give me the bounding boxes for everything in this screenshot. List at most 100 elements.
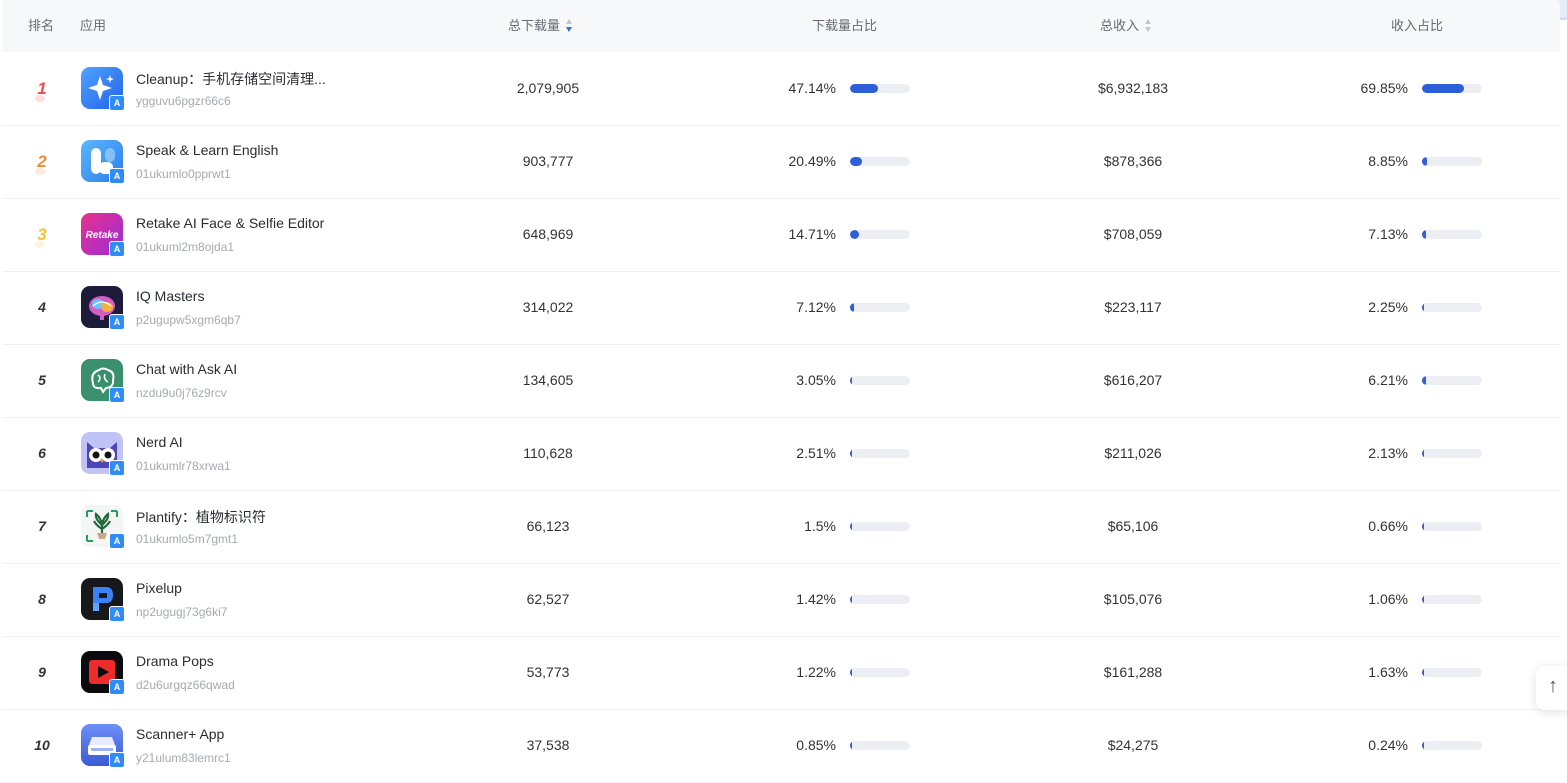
table-row[interactable]: 7 A Plantify：植物标识符 01ukumlo5m7gmt1 66,12… xyxy=(2,490,1560,564)
header-revenue[interactable]: 总收入 xyxy=(1100,0,1152,52)
app-name[interactable]: Retake AI Face & Selfie Editor xyxy=(136,215,325,231)
revenue-share-bar xyxy=(1422,230,1482,239)
revenue-share-fill xyxy=(1422,230,1427,239)
header-downloads[interactable]: 总下载量 xyxy=(508,0,573,52)
revenue-share-bar xyxy=(1422,522,1482,531)
rank-number: 6 xyxy=(38,445,46,461)
table-row[interactable]: 3 Retake A Retake AI Face & Selfie Edito… xyxy=(2,198,1560,272)
app-store-icon: A xyxy=(109,752,125,768)
table-row[interactable]: 5 A Chat with Ask AI nzdu9u0j76z9rcv 134… xyxy=(2,344,1560,418)
app-name[interactable]: Plantify：植物标识符 xyxy=(136,509,266,525)
revenue-value: $105,076 xyxy=(1103,591,1163,607)
download-share-bar xyxy=(850,449,910,458)
revenue-share-bar xyxy=(1422,741,1482,750)
app-id: ygguvu6pgzr66c6 xyxy=(136,94,231,108)
app-icon-wrapper[interactable]: Retake A xyxy=(81,213,125,257)
rank-badge: 4 xyxy=(32,271,52,344)
table-row[interactable]: 1 A Cleanup：手机存储空间清理... ygguvu6pgzr66c6 … xyxy=(2,52,1560,126)
download-share-fill xyxy=(850,157,863,166)
plant-icon[interactable] xyxy=(81,505,123,547)
download-share-fill xyxy=(850,230,859,239)
rank-flame-icon xyxy=(35,168,45,175)
app-name[interactable]: Cleanup：手机存储空间清理... xyxy=(136,71,326,87)
revenue-value: $161,288 xyxy=(1103,664,1163,680)
downloads-value: 110,628 xyxy=(523,445,573,461)
table-row[interactable]: 8 A Pixelup np2ugugj73g6ki7 62,527 1.42%… xyxy=(2,563,1560,637)
brain-icon[interactable] xyxy=(81,286,123,328)
revenue-value: $616,207 xyxy=(1103,372,1163,388)
download-share-value: 2.51% xyxy=(796,445,836,461)
app-icon-wrapper[interactable]: A xyxy=(81,724,125,768)
app-icon-wrapper[interactable]: A xyxy=(81,140,125,184)
app-name[interactable]: Pixelup xyxy=(136,580,182,596)
downloads-value: 37,538 xyxy=(526,737,570,753)
download-share-value: 7.12% xyxy=(796,299,836,315)
owl-icon[interactable] xyxy=(81,432,123,474)
app-name[interactable]: IQ Masters xyxy=(136,288,205,304)
app-store-icon: A xyxy=(109,606,125,622)
downloads-value: 134,605 xyxy=(522,372,574,388)
downloads-value: 53,773 xyxy=(526,664,570,680)
table-row[interactable]: 9 A Drama Pops d2u6urgqz66qwad 53,773 1.… xyxy=(2,636,1560,710)
table-row[interactable]: 6 A Nerd AI 01ukumlr78xrwa1 110,628 2.51… xyxy=(2,417,1560,491)
app-icon-wrapper[interactable]: A xyxy=(81,432,125,476)
revenue-share-fill xyxy=(1422,522,1424,531)
app-id: y21ulum83lemrc1 xyxy=(136,751,231,765)
app-icon-wrapper[interactable]: A xyxy=(81,67,125,111)
download-share-fill xyxy=(850,376,852,385)
revenue-share-bar xyxy=(1422,84,1482,93)
revenue-share-value: 2.13% xyxy=(1368,445,1408,461)
app-name[interactable]: Nerd AI xyxy=(136,434,183,450)
rank-badge: 1 xyxy=(32,52,52,125)
revenue-share-value: 0.24% xyxy=(1368,737,1408,753)
arrow-up-icon: ↑ xyxy=(1548,675,1558,697)
download-share-value: 1.42% xyxy=(796,591,836,607)
rank-badge: 6 xyxy=(32,417,52,490)
rank-badge: 9 xyxy=(32,636,52,709)
download-share-fill xyxy=(850,595,852,604)
rank-badge: 8 xyxy=(32,563,52,636)
revenue-share-fill xyxy=(1422,449,1424,458)
download-share-fill xyxy=(850,84,879,93)
downloads-value: 66,123 xyxy=(526,518,570,534)
back-to-top-button[interactable]: ↑ xyxy=(1536,666,1567,710)
revenue-value: $6,932,183 xyxy=(1097,80,1169,96)
download-share-fill xyxy=(850,522,852,531)
revenue-share-fill xyxy=(1422,741,1424,750)
revenue-share-value: 1.06% xyxy=(1368,591,1408,607)
download-share-fill xyxy=(850,449,852,458)
app-icon-wrapper[interactable]: A xyxy=(81,359,125,403)
table-row[interactable]: 10 A Scanner+ App y21ulum83lemrc1 37,538… xyxy=(2,709,1560,783)
ai-brain-icon[interactable] xyxy=(81,359,123,401)
rank-badge: 3 xyxy=(32,198,52,271)
app-store-icon: A xyxy=(109,314,125,330)
download-share-value: 1.5% xyxy=(804,518,836,534)
rank-flame-icon xyxy=(35,241,45,248)
rank-number: 5 xyxy=(38,372,46,388)
app-name[interactable]: Speak & Learn English xyxy=(136,142,279,158)
rank-badge: 7 xyxy=(32,490,52,563)
app-name[interactable]: Chat with Ask AI xyxy=(136,361,238,377)
table-row[interactable]: 4 A IQ Masters p2ugupw5xgm6qb7 314,022 7… xyxy=(2,271,1560,345)
sort-icon[interactable] xyxy=(1145,19,1152,33)
rank-number: 9 xyxy=(38,664,46,680)
revenue-share-fill xyxy=(1422,84,1464,93)
table-row[interactable]: 2 A Speak & Learn English 01ukumlo0pprwt… xyxy=(2,125,1560,199)
app-id: p2ugupw5xgm6qb7 xyxy=(136,313,241,327)
download-share-value: 1.22% xyxy=(796,664,836,680)
app-icon-wrapper[interactable]: A xyxy=(81,651,125,695)
revenue-value: $211,026 xyxy=(1104,445,1162,461)
sort-icon[interactable] xyxy=(566,19,573,33)
rank-number: 8 xyxy=(38,591,46,607)
rank-number: 3 xyxy=(37,225,47,244)
revenue-share-value: 8.85% xyxy=(1368,153,1408,169)
app-icon-wrapper[interactable]: A xyxy=(81,286,125,330)
header-revenue-share: 收入占比 xyxy=(1391,18,1444,33)
app-name[interactable]: Drama Pops xyxy=(136,653,214,669)
revenue-value: $24,275 xyxy=(1107,737,1159,753)
revenue-share-value: 1.63% xyxy=(1368,664,1408,680)
app-name[interactable]: Scanner+ App xyxy=(136,726,225,742)
app-icon-wrapper[interactable]: A xyxy=(81,505,125,549)
app-icon-wrapper[interactable]: A xyxy=(81,578,125,622)
app-id: 01ukumlo5m7gmt1 xyxy=(136,532,239,546)
